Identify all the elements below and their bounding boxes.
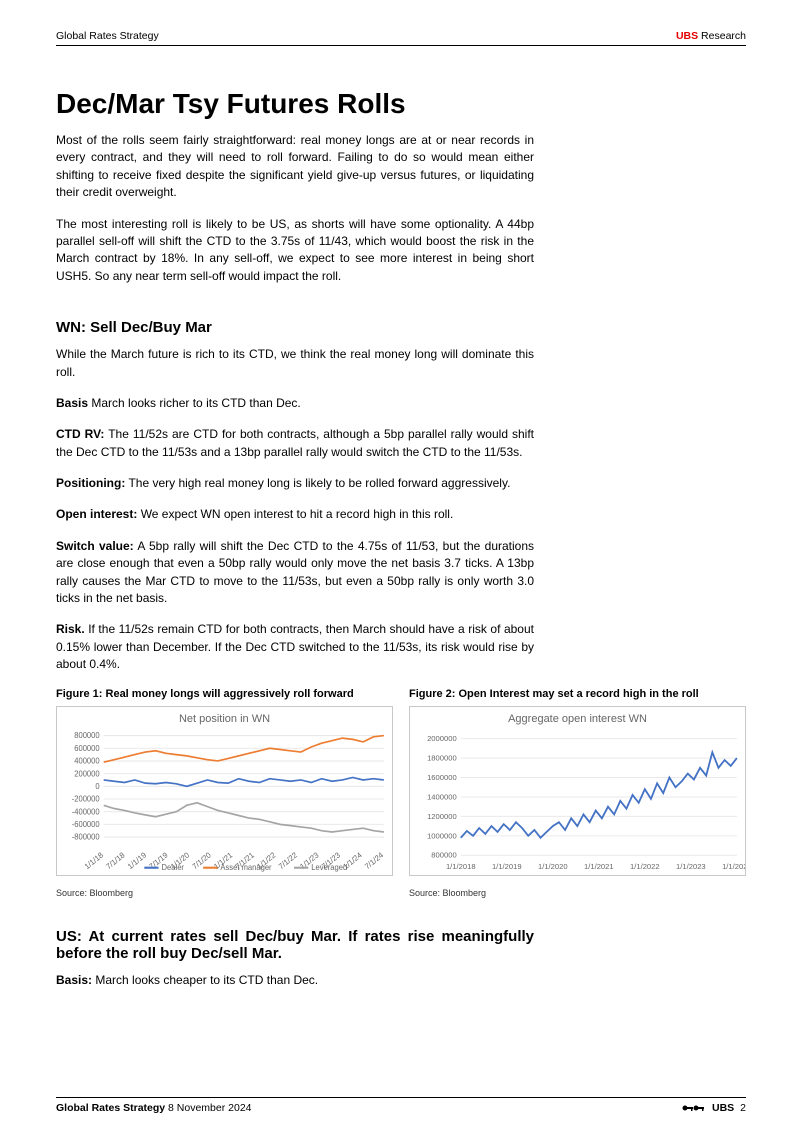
section-wn-heading: WN: Sell Dec/Buy Mar: [56, 319, 746, 336]
fig1-source: Source: Bloomberg: [56, 888, 393, 898]
footer-page-num: 2: [740, 1102, 746, 1114]
us-basis: Basis: March looks cheaper to its CTD th…: [56, 972, 534, 989]
wn-basis: Basis March looks richer to its CTD than…: [56, 395, 534, 412]
wn-open-interest: Open interest: We expect WN open interes…: [56, 506, 534, 523]
intro-paragraph-1: Most of the rolls seem fairly straightfo…: [56, 132, 534, 202]
svg-text:Dealer: Dealer: [162, 862, 185, 871]
footer-left: Global Rates Strategy 8 November 2024: [56, 1102, 252, 1114]
ubs-brand: UBS: [676, 30, 698, 42]
us-basis-label: Basis:: [56, 973, 92, 987]
sw-label: Switch value:: [56, 539, 134, 553]
figure-2: Figure 2: Open Interest may set a record…: [409, 688, 746, 898]
fig1-chart: Net position in WN 800000 600000 400000 200…: [56, 706, 393, 876]
pos-text: The very high real money long is likely …: [125, 476, 510, 490]
svg-text:-800000: -800000: [72, 832, 101, 841]
figure-1: Figure 1: Real money longs will aggressi…: [56, 688, 393, 898]
svg-text:200000: 200000: [74, 769, 100, 778]
svg-text:800000: 800000: [431, 850, 456, 859]
footer-title: Global Rates Strategy: [56, 1102, 165, 1114]
svg-text:1/1/2020: 1/1/2020: [538, 862, 568, 871]
page-title: Dec/Mar Tsy Futures Rolls: [56, 88, 746, 120]
svg-text:1/1/2018: 1/1/2018: [446, 862, 476, 871]
figures-row: Figure 1: Real money longs will aggressi…: [56, 688, 746, 898]
intro-paragraph-2: The most interesting roll is likely to b…: [56, 216, 534, 286]
us-basis-text: March looks cheaper to its CTD than Dec.: [92, 973, 318, 987]
svg-text:1000000: 1000000: [427, 831, 457, 840]
pos-label: Positioning:: [56, 476, 125, 490]
header-right: UBS Research: [676, 30, 746, 42]
svg-text:-200000: -200000: [72, 794, 101, 803]
oi-label: Open interest:: [56, 507, 137, 521]
fig1-svg: 800000 600000 400000 200000 0 -200000 -400000 -…: [57, 725, 392, 873]
wn-intro: While the March future is rich to its CT…: [56, 346, 534, 381]
wn-switch: Switch value: A 5bp rally will shift the…: [56, 538, 534, 608]
page-footer: Global Rates Strategy 8 November 2024 UB…: [56, 1097, 746, 1114]
svg-text:1/1/2022: 1/1/2022: [630, 862, 660, 871]
risk-text: If the 11/52s remain CTD for both contra…: [56, 622, 534, 671]
svg-text:1/1/2019: 1/1/2019: [492, 862, 522, 871]
ubs-keys-icon: [682, 1103, 706, 1113]
basis-label: Basis: [56, 396, 88, 410]
svg-text:800000: 800000: [74, 731, 100, 740]
svg-text:1/1/2021: 1/1/2021: [584, 862, 614, 871]
page-header: Global Rates Strategy UBS Research: [56, 30, 746, 46]
svg-text:1/1/2023: 1/1/2023: [676, 862, 706, 871]
footer-date: 8 November 2024: [165, 1102, 251, 1114]
footer-brand: UBS: [712, 1102, 734, 1114]
wn-ctd: CTD RV: The 11/52s are CTD for both cont…: [56, 426, 534, 461]
svg-text:-600000: -600000: [72, 819, 101, 828]
footer-content: Global Rates Strategy 8 November 2024 UB…: [56, 1097, 746, 1114]
fig2-caption: Figure 2: Open Interest may set a record…: [409, 688, 746, 700]
svg-text:-400000: -400000: [72, 807, 101, 816]
page-container: Global Rates Strategy UBS Research Dec/M…: [0, 0, 802, 1134]
svg-text:7/1/18: 7/1/18: [104, 850, 126, 871]
footer-right: UBS 2: [682, 1102, 746, 1114]
svg-text:Leveraged: Leveraged: [311, 862, 347, 871]
header-left: Global Rates Strategy: [56, 30, 159, 42]
ctd-text: The 11/52s are CTD for both contracts, a…: [56, 427, 534, 458]
wn-risk: Risk. If the 11/52s remain CTD for both …: [56, 621, 534, 673]
svg-text:1/1/18: 1/1/18: [83, 850, 105, 871]
svg-text:1400000: 1400000: [427, 792, 457, 801]
risk-label: Risk.: [56, 622, 85, 636]
svg-text:Asset manager: Asset manager: [220, 862, 272, 871]
svg-text:1600000: 1600000: [427, 773, 457, 782]
svg-text:400000: 400000: [74, 756, 100, 765]
fig2-chart: Aggregate open interest WN 2000000 180000…: [409, 706, 746, 876]
header-suffix: Research: [698, 30, 746, 42]
section-us-heading: US: At current rates sell Dec/buy Mar. I…: [56, 928, 534, 962]
fig2-chart-title: Aggregate open interest WN: [410, 707, 745, 725]
svg-text:7/1/24: 7/1/24: [363, 850, 386, 871]
svg-text:2000000: 2000000: [427, 734, 457, 743]
svg-text:1200000: 1200000: [427, 812, 457, 821]
wn-positioning: Positioning: The very high real money lo…: [56, 475, 534, 492]
svg-text:0: 0: [95, 781, 100, 790]
fig1-chart-title: Net position in WN: [57, 707, 392, 725]
svg-text:1/1/2024: 1/1/2024: [722, 862, 745, 871]
fig2-svg: 2000000 1800000 1600000 1400000 1200000 10000…: [410, 725, 745, 873]
svg-text:600000: 600000: [74, 743, 100, 752]
fig1-caption: Figure 1: Real money longs will aggressi…: [56, 688, 393, 700]
ctd-label: CTD RV:: [56, 427, 104, 441]
svg-text:1800000: 1800000: [427, 753, 457, 762]
oi-text: We expect WN open interest to hit a reco…: [137, 507, 453, 521]
fig2-source: Source: Bloomberg: [409, 888, 746, 898]
basis-text: March looks richer to its CTD than Dec.: [88, 396, 301, 410]
